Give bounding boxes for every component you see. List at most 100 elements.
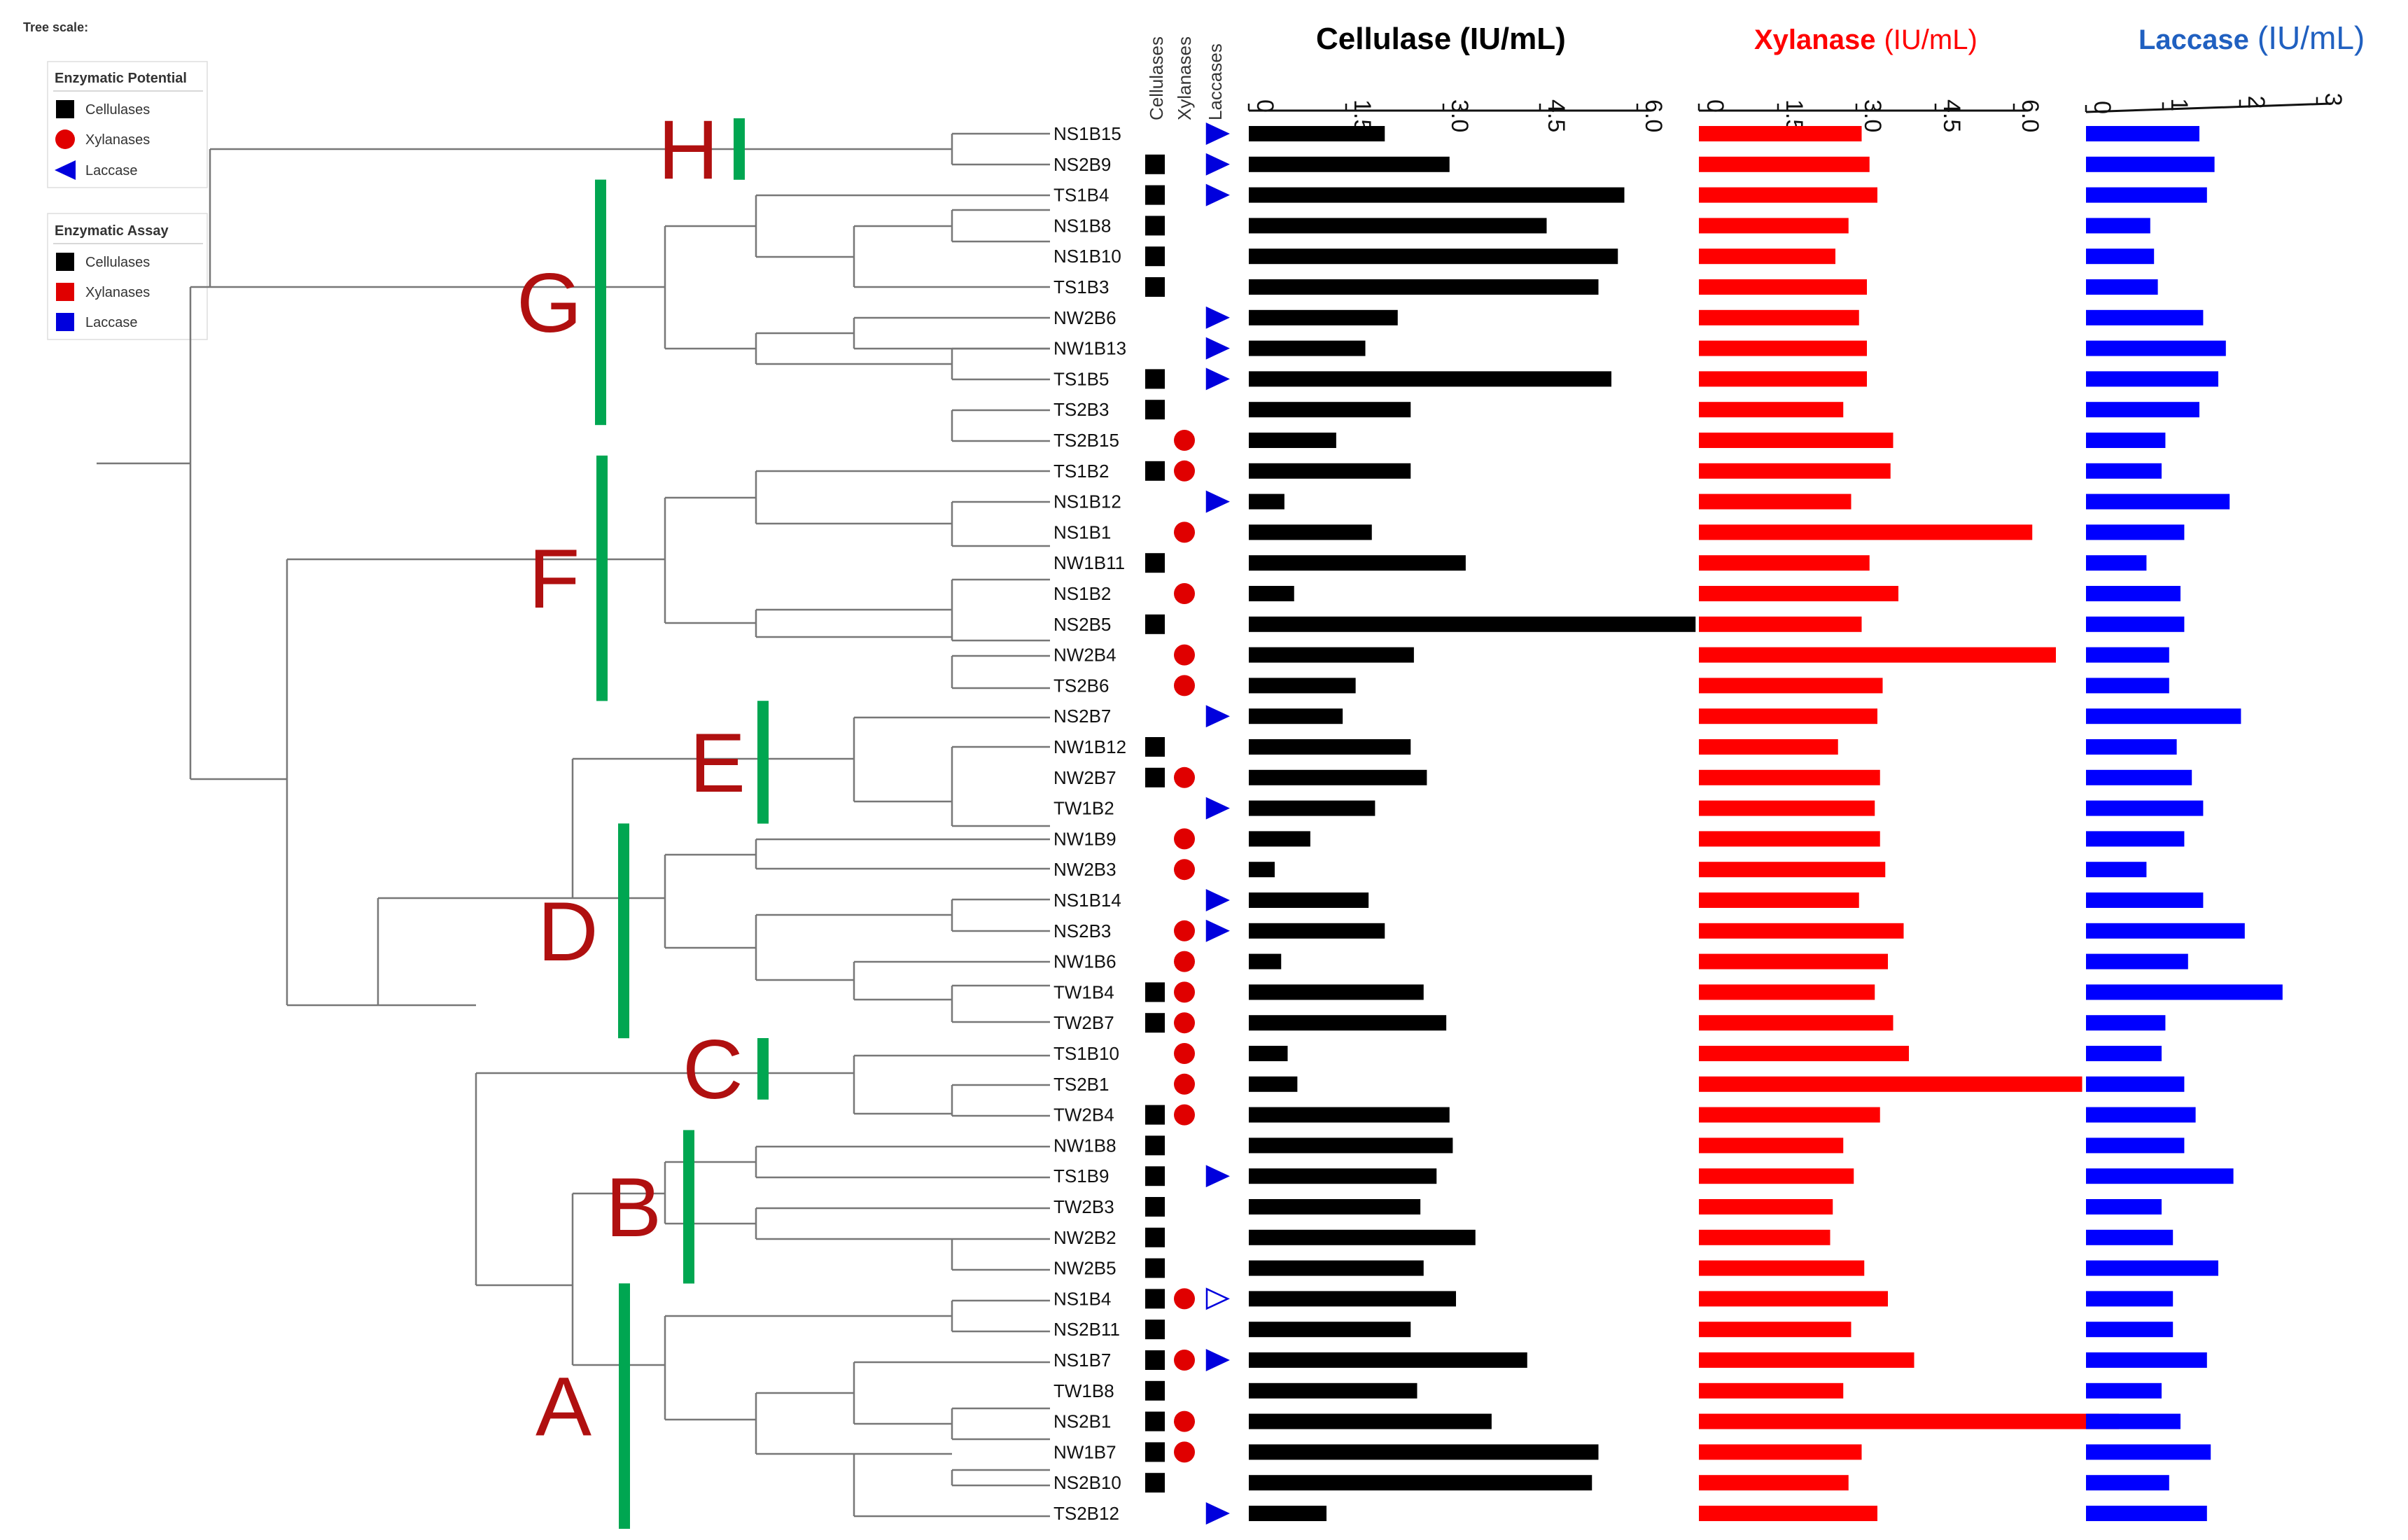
legend-potential-cellulases: Cellulases <box>85 102 150 118</box>
legend-cellulases-square <box>56 100 74 118</box>
leaf-label: TW2B4 <box>1054 1105 1114 1126</box>
cellulase-bar <box>1249 279 1599 295</box>
clade-label-H: H <box>658 103 719 197</box>
cellulase-bar <box>1249 218 1547 234</box>
cellulase-bar <box>1249 1382 1418 1399</box>
tick-label: 1 <box>2166 98 2192 111</box>
laccase-bar <box>2086 524 2185 540</box>
leaf-label: NS1B15 <box>1054 123 1121 144</box>
cellulase-potential-square <box>1145 1350 1165 1370</box>
cellulase-bar <box>1249 953 1282 969</box>
tick-label: 6.0 <box>1640 99 1667 132</box>
clade-bar-B <box>683 1130 694 1284</box>
cellulase-potential-square <box>1145 767 1165 788</box>
clade-bar-H <box>734 118 745 180</box>
xylanase-bar <box>1699 1322 1851 1338</box>
cellulase-bar <box>1249 1475 1592 1491</box>
cellulase-bar <box>1249 156 1450 172</box>
xylanase-bar <box>1699 678 1883 694</box>
legend-assay-xylanases-swatch <box>56 283 74 301</box>
cellulase-bar <box>1249 340 1366 356</box>
xylanase-potential-circle <box>1174 1104 1195 1126</box>
cellulase-bar <box>1249 647 1414 663</box>
xylanase-chart: Xylanase (IU/mL)0 1.5 3.0 4.5 6.0 <box>1698 24 2119 1521</box>
xylanase-potential-circle <box>1174 1350 1195 1371</box>
tick-label: 2 <box>2243 95 2269 108</box>
cellulase-potential-square <box>1145 982 1165 1002</box>
enzymatic-potential-markers <box>1145 122 1230 1525</box>
cellulase-potential-square <box>1145 1135 1165 1156</box>
cellulase-bar <box>1249 923 1385 939</box>
laccase-bar <box>2086 800 2204 816</box>
cellulase-chart-title: Cellulase (IU/mL) <box>1316 22 1566 56</box>
legend-assay-laccase-swatch <box>56 313 74 331</box>
xylanase-bar <box>1699 984 1875 1000</box>
xylanase-bar <box>1699 616 1862 632</box>
cellulase-bar <box>1249 1413 1492 1429</box>
clade-bar-C <box>757 1038 769 1100</box>
laccase-bar <box>2086 1291 2174 1307</box>
leaf-label: TS1B5 <box>1054 368 1110 389</box>
dendrogram <box>97 132 1050 1518</box>
cellulase-potential-square <box>1145 461 1165 481</box>
tick-label: 4.5 <box>1543 99 1569 132</box>
xylanase-bar <box>1699 1475 1849 1491</box>
xylanase-potential-circle <box>1174 583 1195 604</box>
cellulase-bar <box>1249 1322 1411 1338</box>
leaf-label: NW1B11 <box>1054 552 1125 573</box>
laccase-bar <box>2086 1352 2207 1368</box>
tick-label: 6.0 <box>2017 99 2043 132</box>
xylanase-potential-circle <box>1174 460 1195 482</box>
cellulase-bar <box>1249 769 1427 785</box>
laccase-bar <box>2086 953 2188 969</box>
leaf-label: TS2B15 <box>1054 430 1119 451</box>
cellulase-bar <box>1249 1229 1476 1245</box>
cellulase-bar <box>1249 892 1369 908</box>
cellulase-potential-square <box>1145 1197 1165 1217</box>
cellulase-bar <box>1249 402 1411 418</box>
leaf-label: NS2B3 <box>1054 920 1111 941</box>
laccase-bar <box>2086 1229 2174 1245</box>
xylanase-bar <box>1699 309 1859 326</box>
xylanase-potential-circle <box>1174 522 1195 543</box>
xylanase-potential-circle <box>1174 1288 1195 1310</box>
cellulase-potential-square <box>1145 1473 1165 1493</box>
laccase-bar <box>2086 433 2166 448</box>
xylanase-potential-circle <box>1174 1012 1195 1034</box>
laccase-potential-triangle <box>1205 306 1230 329</box>
leaf-label: NW2B3 <box>1054 859 1116 880</box>
cellulase-bar <box>1249 463 1411 479</box>
laccase-bar <box>2086 309 2204 326</box>
xylanase-potential-circle <box>1174 828 1195 850</box>
laccase-bar <box>2086 616 2185 632</box>
laccase-bar <box>2086 678 2169 694</box>
laccase-potential-triangle <box>1205 1502 1230 1525</box>
xylanase-bar <box>1699 647 2056 663</box>
xylanase-bar <box>1699 187 1877 203</box>
leaf-label: NS2B10 <box>1054 1472 1121 1493</box>
xylanase-bar <box>1699 1076 2082 1092</box>
laccase-bar <box>2086 1382 2162 1399</box>
cellulase-potential-square <box>1145 216 1165 236</box>
laccase-bar <box>2086 892 2204 908</box>
cellulase-bar <box>1249 708 1343 724</box>
laccase-potential-triangle <box>1205 490 1230 513</box>
clade-label-B: B <box>606 1161 662 1254</box>
cellulase-bar <box>1249 1506 1326 1521</box>
cellulase-bar <box>1249 1352 1527 1368</box>
cellulase-potential-square <box>1145 246 1165 267</box>
cellulase-potential-square <box>1145 154 1165 174</box>
leaf-label: NW2B5 <box>1054 1258 1116 1279</box>
xylanase-chart-title: Xylanase (IU/mL) <box>1754 24 1977 55</box>
cellulase-bar <box>1249 555 1466 571</box>
cellulase-bar <box>1249 739 1411 755</box>
xylanase-bar <box>1699 279 1867 295</box>
laccase-bar <box>2086 647 2169 663</box>
clade-label-D: D <box>538 885 598 979</box>
leaf-label: NS1B1 <box>1054 522 1111 542</box>
tree-scale-label: Tree scale: <box>23 20 88 34</box>
leaf-label: NS2B7 <box>1054 706 1111 727</box>
xylanase-bar <box>1699 1229 1830 1245</box>
legend-xylanases-circle <box>55 130 75 149</box>
laccase-potential-triangle <box>1205 122 1230 145</box>
